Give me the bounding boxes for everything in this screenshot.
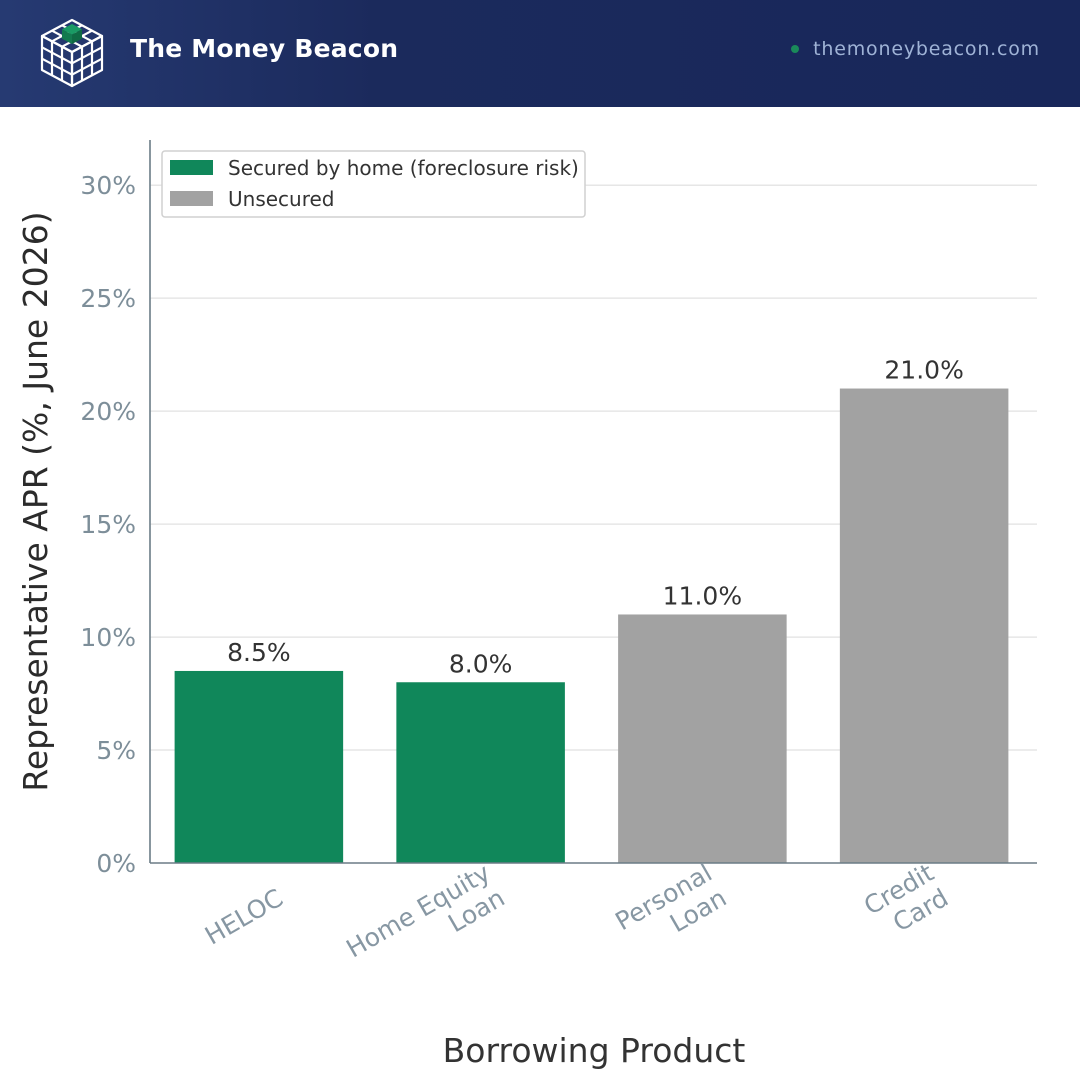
y-tick-label: 0% bbox=[96, 849, 136, 878]
legend: Secured by home (foreclosure risk) Unsecu… bbox=[161, 150, 586, 218]
data-label: 11.0% bbox=[663, 581, 742, 610]
legend-label: Unsecured bbox=[228, 187, 335, 211]
legend-swatch bbox=[170, 191, 213, 206]
axes bbox=[149, 140, 1037, 864]
data-labels: 8.5% 8.0% 11.0% 21.0% bbox=[227, 356, 964, 679]
cube-grid-icon bbox=[40, 18, 104, 88]
y-tick-label: 5% bbox=[96, 736, 136, 765]
bar bbox=[618, 614, 787, 863]
data-label: 8.0% bbox=[449, 649, 513, 678]
legend-label: Secured by home (foreclosure risk) bbox=[228, 156, 579, 180]
bars bbox=[174, 388, 1009, 863]
legend-box bbox=[161, 150, 586, 218]
bar bbox=[396, 682, 565, 863]
data-label: 8.5% bbox=[227, 638, 291, 667]
legend-swatch bbox=[170, 160, 213, 175]
site-url-text: themoneybeacon.com bbox=[813, 38, 1040, 60]
y-tick-label: 10% bbox=[80, 623, 136, 652]
y-tick-label: 30% bbox=[80, 171, 136, 200]
status-dot-icon bbox=[791, 45, 800, 53]
bar bbox=[174, 670, 344, 863]
category-label-line: HELOC bbox=[200, 883, 288, 950]
data-label: 21.0% bbox=[884, 356, 963, 385]
site-url[interactable]: themoneybeacon.com bbox=[791, 38, 1040, 60]
y-tick-label: 20% bbox=[80, 397, 136, 426]
y-tick-label: 25% bbox=[80, 284, 136, 313]
y-tick-labels: 0% 5% 10% 15% 20% 25% 30% bbox=[80, 171, 136, 878]
y-tick-label: 15% bbox=[80, 510, 136, 539]
bar bbox=[839, 388, 1009, 863]
category-label: HELOC bbox=[200, 883, 288, 950]
y-axis-label: Representative APR (%, June 2026) bbox=[16, 211, 55, 791]
x-axis-label: Borrowing Product bbox=[443, 1031, 746, 1070]
header-bar: The Money Beacon themoneybeacon.com bbox=[0, 0, 1080, 107]
brand-name: The Money Beacon bbox=[130, 34, 399, 63]
